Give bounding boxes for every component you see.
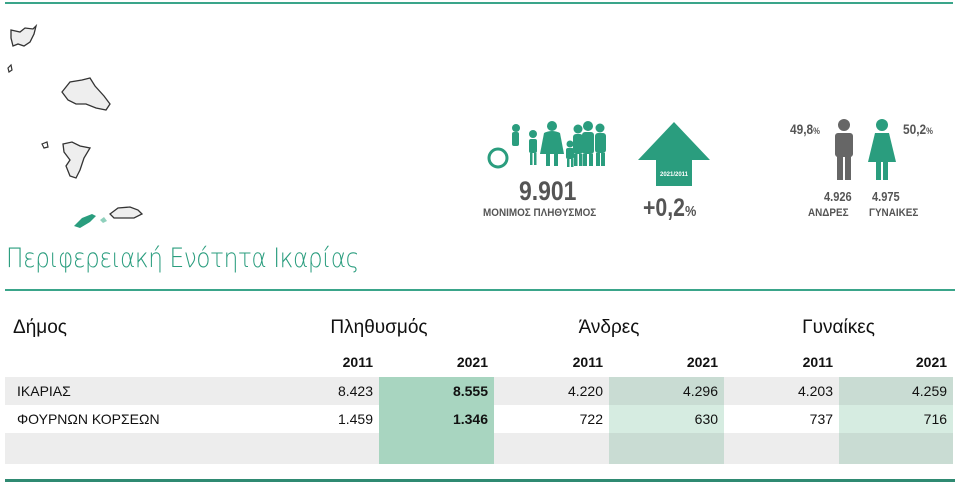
col-municipality: Δήμος — [13, 317, 67, 338]
table-row-empty — [5, 433, 954, 464]
population-table: Δήμος Πληθυσμός Άνδρες Γυναίκες 2011 202… — [5, 310, 954, 464]
cell-value: 737 — [724, 405, 840, 433]
table-row: ΦΟΥΡΝΩΝ ΚΟΡΣΕΩΝ 1.459 1.346 722 630 737 … — [5, 405, 954, 433]
year-spacer — [5, 346, 264, 377]
cell-value: 722 — [494, 405, 609, 433]
year-header: 2011 — [342, 353, 373, 370]
change-period-label: 2021/2011 — [659, 172, 689, 178]
empty-cell — [5, 433, 264, 464]
female-icon — [868, 119, 896, 180]
table-header-groups: Δήμος Πληθυσμός Άνδρες Γυναίκες — [5, 310, 953, 346]
empty-cell — [724, 433, 840, 464]
men-count: 4.926 — [824, 189, 852, 204]
page-title: Περιφερειακή Ενότητα Ικαρίας — [6, 243, 359, 274]
year-header: 2021 — [915, 353, 948, 370]
pct-unit: % — [813, 126, 820, 136]
group-men: Άνδρες — [578, 317, 640, 338]
population-total: 9.901 — [519, 176, 577, 206]
up-arrow-icon — [638, 122, 710, 186]
cell-value: 8.423 — [264, 377, 379, 405]
population-label: ΜΟΝΙΜΟΣ ΠΛΗΘΥΣΜΟΣ — [483, 207, 597, 219]
cell-value: 4.259 — [839, 377, 954, 405]
municipality-name: ΙΚΑΡΙΑΣ — [5, 377, 264, 405]
group-women: Γυναίκες — [802, 317, 875, 338]
bottom-divider — [5, 479, 955, 482]
cell-value: 8.555 — [379, 377, 494, 405]
women-percent: 50,2% — [903, 121, 933, 137]
empty-cell — [264, 433, 379, 464]
top-divider — [5, 2, 953, 4]
men-label: ΑΝΔΡΕΣ — [808, 207, 849, 219]
cell-value: 1.346 — [379, 405, 494, 433]
empty-cell — [609, 433, 725, 464]
pct-unit: % — [926, 126, 933, 136]
group-population: Πληθυσμός — [330, 317, 428, 338]
men-pct-value: 49,8 — [790, 121, 814, 137]
cell-value: 1.459 — [264, 405, 379, 433]
year-header: 2021 — [456, 353, 488, 370]
women-label: ΓΥΝΑΙΚΕΣ — [869, 207, 919, 219]
year-header: 2011 — [572, 353, 603, 370]
male-icon — [835, 119, 853, 180]
title-divider — [5, 289, 955, 291]
women-pct-value: 50,2 — [903, 121, 927, 137]
cell-value: 716 — [839, 405, 954, 433]
family-icon — [487, 121, 606, 169]
men-percent: 49,8% — [790, 121, 820, 137]
empty-cell — [839, 433, 954, 464]
municipality-name: ΦΟΥΡΝΩΝ ΚΟΡΣΕΩΝ — [5, 405, 264, 433]
year-header: 2011 — [802, 353, 834, 370]
cell-value: 4.203 — [724, 377, 840, 405]
change-unit: % — [684, 203, 697, 220]
change-percent: +0,2% — [643, 194, 696, 223]
map-icon — [7, 23, 144, 228]
change-value: +0,2 — [643, 194, 685, 222]
empty-cell — [494, 433, 609, 464]
table-row: ΙΚΑΡΙΑΣ 8.423 8.555 4.220 4.296 4.203 4.… — [5, 377, 954, 405]
cell-value: 4.220 — [494, 377, 609, 405]
women-count: 4.975 — [872, 189, 900, 204]
empty-cell — [379, 433, 494, 464]
cell-value: 4.296 — [609, 377, 725, 405]
table-header-years: 2011 2021 2011 2021 2011 2021 — [5, 346, 953, 377]
year-header: 2021 — [686, 353, 719, 370]
cell-value: 630 — [609, 405, 725, 433]
